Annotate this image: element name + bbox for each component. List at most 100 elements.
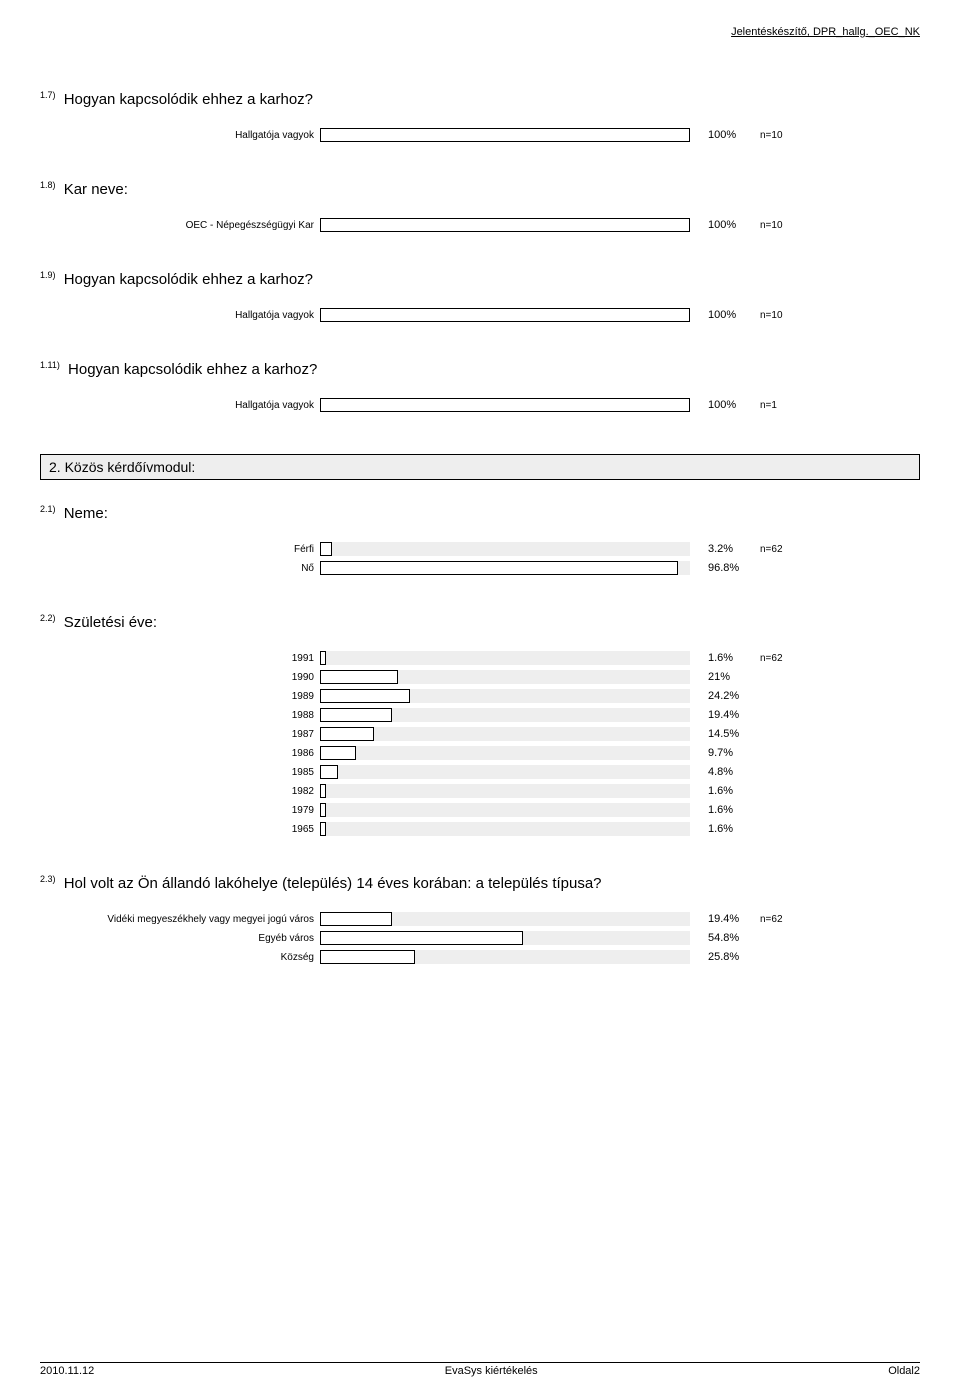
bar-fill bbox=[320, 689, 410, 703]
question-text: Kar neve: bbox=[64, 181, 128, 198]
bar-fill bbox=[320, 670, 398, 684]
question-text: Hogyan kapcsolódik ehhez a karhoz? bbox=[64, 271, 313, 288]
bar-label: 1988 bbox=[40, 710, 320, 721]
bar-label: OEC - Népegészségügyi Kar bbox=[40, 220, 320, 231]
bar-fill bbox=[320, 950, 415, 964]
bar-row: 1991 1.6%n=62 bbox=[40, 649, 920, 667]
bar-row: Hallgatója vagyok 100% n=1 bbox=[40, 396, 920, 414]
bar-n: n=1 bbox=[760, 400, 820, 411]
bar-percent: 100% bbox=[690, 399, 760, 411]
bar-label: 1987 bbox=[40, 729, 320, 740]
bar-fill bbox=[320, 561, 678, 575]
bar-percent: 100% bbox=[690, 219, 760, 231]
footer-center: EvaSys kiértékelés bbox=[445, 1365, 538, 1377]
bar-label: Egyéb város bbox=[40, 933, 320, 944]
question-1-9: 1.9) Hogyan kapcsolódik ehhez a karhoz? … bbox=[40, 270, 920, 324]
bar-label: Férfi bbox=[40, 544, 320, 555]
bar-track bbox=[320, 727, 690, 741]
bar-fill bbox=[320, 746, 356, 760]
bar-percent: 1.6% bbox=[690, 823, 760, 835]
question-1-7: 1.7) Hogyan kapcsolódik ehhez a karhoz? … bbox=[40, 90, 920, 144]
bar-label: 1991 bbox=[40, 653, 320, 664]
bar-row: 198819.4% bbox=[40, 706, 920, 724]
question-1-8: 1.8) Kar neve: OEC - Népegészségügyi Kar… bbox=[40, 180, 920, 234]
question-text: Hogyan kapcsolódik ehhez a karhoz? bbox=[64, 91, 313, 108]
bar-row: 198924.2% bbox=[40, 687, 920, 705]
bar-label: Hallgatója vagyok bbox=[40, 130, 320, 141]
question-1-11: 1.11) Hogyan kapcsolódik ehhez a karhoz?… bbox=[40, 360, 920, 414]
bar-row: Község25.8% bbox=[40, 948, 920, 966]
bar-track bbox=[320, 308, 690, 322]
bar-row: Hallgatója vagyok 100% n=10 bbox=[40, 126, 920, 144]
bar-n: n=10 bbox=[760, 310, 820, 321]
footer-date: 2010.11.12 bbox=[40, 1365, 94, 1377]
bar-row: OEC - Népegészségügyi Kar 100% n=10 bbox=[40, 216, 920, 234]
bar-percent: 100% bbox=[690, 129, 760, 141]
bar-fill bbox=[320, 218, 690, 232]
bar-track bbox=[320, 542, 690, 556]
bar-fill bbox=[320, 912, 392, 926]
bar-label: 1982 bbox=[40, 786, 320, 797]
bar-track bbox=[320, 561, 690, 575]
footer: 2010.11.12 EvaSys kiértékelés Oldal2 bbox=[40, 1362, 920, 1377]
bar-label: Hallgatója vagyok bbox=[40, 310, 320, 321]
question-text: Hol volt az Ön állandó lakóhelye (telepü… bbox=[64, 875, 602, 892]
bar-fill bbox=[320, 651, 326, 665]
bar-percent: 14.5% bbox=[690, 728, 760, 740]
bar-row: Férfi 3.2% n=62 bbox=[40, 540, 920, 558]
bar-percent: 96.8% bbox=[690, 562, 760, 574]
question-number: 2.1) bbox=[40, 504, 56, 514]
bar-label: 1965 bbox=[40, 824, 320, 835]
content: 1.7) Hogyan kapcsolódik ehhez a karhoz? … bbox=[40, 0, 920, 966]
question-title: 1.7) Hogyan kapcsolódik ehhez a karhoz? bbox=[40, 90, 920, 108]
bar-label: 1986 bbox=[40, 748, 320, 759]
bar-n: n=62 bbox=[760, 914, 820, 925]
bar-label: Nő bbox=[40, 563, 320, 574]
question-number: 2.3) bbox=[40, 874, 56, 884]
bar-row: 19821.6% bbox=[40, 782, 920, 800]
bar-percent: 100% bbox=[690, 309, 760, 321]
bar-track bbox=[320, 398, 690, 412]
question-2-2: 2.2) Születési éve: 19911.6%n=62 199021%… bbox=[40, 613, 920, 838]
bar-track bbox=[320, 950, 690, 964]
bar-track bbox=[320, 128, 690, 142]
bar-fill bbox=[320, 803, 326, 817]
question-title: 1.8) Kar neve: bbox=[40, 180, 920, 198]
question-title: 2.1) Neme: bbox=[40, 504, 920, 522]
bar-label: 1990 bbox=[40, 672, 320, 683]
bar-row: Egyéb város 54.8% bbox=[40, 929, 920, 947]
question-text: Neme: bbox=[64, 505, 108, 522]
bar-n: n=10 bbox=[760, 220, 820, 231]
bar-percent: 4.8% bbox=[690, 766, 760, 778]
bar-percent: 1.6% bbox=[690, 804, 760, 816]
bar-track bbox=[320, 670, 690, 684]
bar-track bbox=[320, 784, 690, 798]
question-text: Hogyan kapcsolódik ehhez a karhoz? bbox=[68, 361, 317, 378]
bar-track bbox=[320, 931, 690, 945]
question-title: 1.9) Hogyan kapcsolódik ehhez a karhoz? bbox=[40, 270, 920, 288]
footer-page: Oldal2 bbox=[888, 1365, 920, 1377]
bar-fill bbox=[320, 765, 338, 779]
bar-row: Hallgatója vagyok 100% n=10 bbox=[40, 306, 920, 324]
bar-fill bbox=[320, 708, 392, 722]
bar-percent: 1.6% bbox=[690, 652, 760, 664]
bar-row: 1987 14.5% bbox=[40, 725, 920, 743]
page: Jelentéskészítő, DPR_hallg._OEC_NK 1.7) … bbox=[0, 0, 960, 1395]
bar-fill bbox=[320, 128, 690, 142]
bar-label: Vidéki megyeszékhely vagy megyei jogú vá… bbox=[40, 914, 320, 925]
bar-label: 1989 bbox=[40, 691, 320, 702]
bar-fill bbox=[320, 308, 690, 322]
bar-track bbox=[320, 912, 690, 926]
bar-percent: 54.8% bbox=[690, 932, 760, 944]
bar-fill bbox=[320, 542, 332, 556]
bar-fill bbox=[320, 931, 523, 945]
question-2-3: 2.3) Hol volt az Ön állandó lakóhelye (t… bbox=[40, 874, 920, 966]
question-number: 1.8) bbox=[40, 180, 56, 190]
bar-n: n=62 bbox=[760, 653, 820, 664]
section-2-header: 2. Közös kérdőívmodul: bbox=[40, 454, 920, 480]
bar-n: n=62 bbox=[760, 544, 820, 555]
bar-percent: 9.7% bbox=[690, 747, 760, 759]
bar-label: Hallgatója vagyok bbox=[40, 400, 320, 411]
bar-row: Nő 96.8% bbox=[40, 559, 920, 577]
header-text: Jelentéskészítő, DPR_hallg._OEC_NK bbox=[731, 26, 920, 38]
